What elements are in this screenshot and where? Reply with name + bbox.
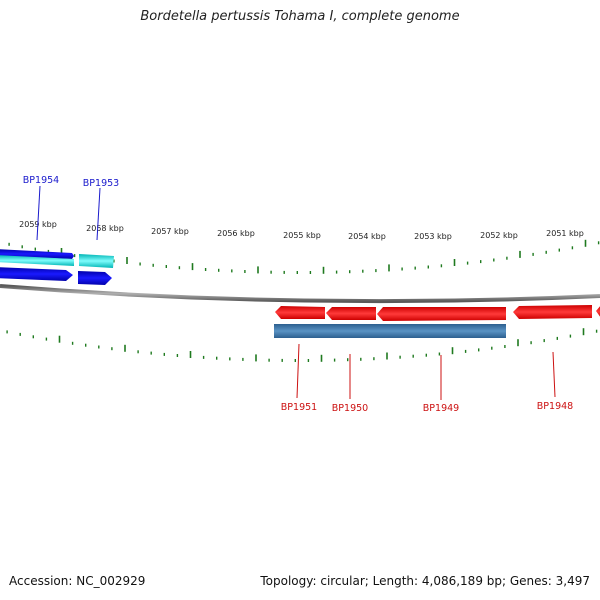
gene-leader-line: [296, 343, 300, 399]
tick-labels: 2059 kbp 2058 kbp 2057 kbp 2056 kbp 2055…: [19, 220, 584, 241]
tick-label: 2054 kbp: [348, 232, 386, 241]
tick-label: 2052 kbp: [480, 231, 518, 240]
gene-leader-line: [96, 187, 101, 241]
cds-feature-bp1951-bp1949[interactable]: [274, 324, 506, 338]
cds-feature-bp1954[interactable]: [0, 255, 74, 266]
gene-label-bp1954[interactable]: BP1954: [23, 175, 59, 186]
gene-leader-line: [36, 185, 41, 241]
tick-track-lower: [6, 328, 598, 362]
gene-label-bp1951[interactable]: BP1951: [281, 402, 317, 413]
genome-title: Bordetella pertussis Tohama I, complete …: [140, 9, 460, 24]
tick-label: 2053 kbp: [414, 232, 452, 241]
tick-label: 2055 kbp: [283, 231, 321, 240]
gene-feature-edge[interactable]: [596, 305, 600, 318]
gene-label-bp1949[interactable]: BP1949: [423, 403, 459, 414]
gene-leader-line: [552, 351, 556, 398]
tick-label: 2056 kbp: [217, 229, 255, 238]
accession-text: Accession: NC_002929: [9, 574, 146, 588]
gene-feature-bp1954[interactable]: [0, 267, 73, 281]
tick-track-upper: [8, 239, 600, 274]
tick-label: 2058 kbp: [86, 224, 124, 233]
gene-feature-bp1948[interactable]: [513, 305, 592, 319]
gene-feature-bp1953[interactable]: [78, 271, 112, 285]
topology-summary: Topology: circular; Length: 4,086,189 bp…: [260, 574, 590, 588]
gene-label-bp1948[interactable]: BP1948: [537, 401, 573, 412]
forward-strand-features: [0, 249, 114, 285]
tick-label: 2051 kbp: [546, 229, 584, 238]
cds-feature-bp1953[interactable]: [79, 254, 114, 268]
gene-label-bp1953[interactable]: BP1953: [83, 178, 119, 189]
gene-feature-bp1950[interactable]: [326, 307, 376, 320]
gene-feature-bp1951[interactable]: [275, 306, 325, 319]
tick-label: 2057 kbp: [151, 227, 189, 236]
gene-feature-bp1949[interactable]: [377, 307, 506, 321]
reverse-strand-features: [274, 305, 600, 338]
gene-label-bp1950[interactable]: BP1950: [332, 403, 368, 414]
genome-backbone: [0, 284, 600, 304]
